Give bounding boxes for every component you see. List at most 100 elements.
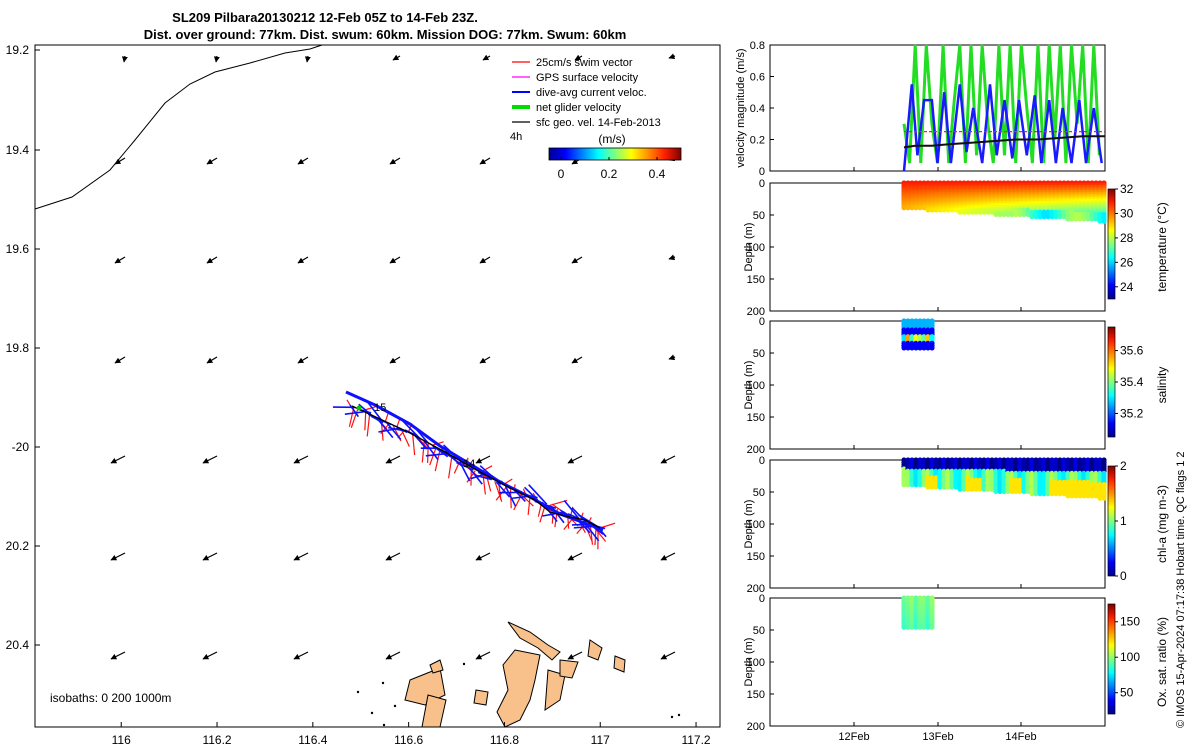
- geo-velocity-arrow: [293, 455, 309, 464]
- depth-y-tick-label: 100: [747, 242, 765, 254]
- isobaths-label: isobaths: 0 200 1000m: [50, 691, 171, 705]
- depth-datum: [981, 486, 987, 492]
- current-vector: [425, 452, 447, 457]
- velocity-y-tick-label: 0: [759, 166, 765, 178]
- geo-velocity-arrow: [392, 54, 401, 61]
- geo-velocity-arrow: [389, 356, 401, 364]
- swim-vector: [366, 414, 371, 437]
- geo-velocity-arrow: [385, 552, 401, 561]
- depth-datum: [1089, 493, 1095, 499]
- depth-colorbar-label: temperature (°C): [1155, 202, 1169, 292]
- depth-datum: [953, 484, 959, 490]
- depth-y-label: Depth (m): [743, 223, 755, 272]
- depth-datum: [969, 209, 975, 215]
- geo-velocity-arrow: [121, 55, 128, 63]
- geo-velocity-arrow: [385, 651, 401, 660]
- depth-datum: [1001, 488, 1007, 494]
- geo-velocity-arrow: [293, 552, 309, 561]
- depth-colorbar: [1107, 188, 1116, 300]
- depth-datum: [1061, 491, 1067, 497]
- map-y-tick-label: -20: [12, 440, 30, 454]
- depth-datum: [993, 211, 999, 217]
- current-vector: [528, 484, 548, 505]
- map-x-ticks: 116 116.2 116.4 116.6 116.8 117 117.2: [112, 722, 711, 747]
- swim-vector: [448, 456, 453, 479]
- depth-datum: [1029, 214, 1035, 220]
- depth-datum: [917, 345, 923, 351]
- map-content: [34, 44, 681, 728]
- depth-datum: [1025, 211, 1031, 217]
- depth-datum: [1041, 491, 1047, 497]
- depth-y-label: Depth (m): [743, 361, 755, 410]
- map-x-tick-label: 116: [112, 733, 131, 747]
- depth-datum: [1005, 488, 1011, 494]
- island: [587, 639, 603, 661]
- depth-datum: [1089, 216, 1095, 222]
- depth-colorbar-tick-label: 24: [1120, 280, 1134, 294]
- geo-velocity-arrow: [389, 157, 401, 165]
- time-x-tick-label: 12Feb: [838, 731, 869, 743]
- depth-y-tick-label: 150: [747, 412, 765, 424]
- depth-y-tick-label: 0: [759, 455, 765, 467]
- depth-datum: [1005, 211, 1011, 217]
- map-y-tick-label: 19.6: [6, 242, 30, 256]
- depth-y-tick-label: 200: [747, 583, 765, 595]
- current-vector: [470, 474, 483, 480]
- depth-datum: [909, 624, 915, 630]
- depth-datum: [921, 205, 927, 211]
- depth-datum: [977, 486, 983, 492]
- depth-y-tick-label: 200: [747, 721, 765, 733]
- geo-velocity-arrow: [202, 552, 218, 561]
- map-colorbar-ticks: 0 0.2 0.4: [558, 157, 666, 181]
- islet: [381, 681, 385, 685]
- depth-datum: [929, 207, 935, 213]
- depth-datum: [1081, 216, 1087, 222]
- depth-panel-3: 0 50 100 150 200 Depth (m) 2 1 0 chl-a (mg m-3): [743, 455, 1169, 595]
- glider-start-marker: [356, 405, 362, 411]
- velocity-y-tick-label: 0.4: [750, 103, 765, 115]
- geo-velocity-arrow: [389, 256, 401, 264]
- depth-datum: [1061, 214, 1067, 220]
- islet: [370, 711, 374, 715]
- depth-datum: [969, 486, 975, 492]
- map-x-tick-label: 117: [591, 733, 610, 747]
- depth-colorbar-tick-label: 35.4: [1120, 375, 1144, 389]
- geo-velocity-arrow: [114, 356, 126, 364]
- current-vector: [456, 461, 474, 471]
- depth-datum: [913, 482, 919, 488]
- depth-datum: [921, 345, 927, 351]
- isobath-line: [34, 44, 323, 210]
- velocity-y-tick-label: 0.8: [750, 40, 765, 52]
- depth-colorbar-tick-label: 35.6: [1120, 344, 1144, 358]
- swim-vector: [421, 440, 425, 463]
- depth-datum: [1069, 493, 1075, 499]
- map-panel: 116 116.2 116.4 116.6 116.8 117 117.2 19.2 19.4…: [6, 43, 721, 747]
- geo-velocity-arrow: [660, 455, 676, 464]
- geo-velocity-arrow: [571, 356, 583, 364]
- depth-datum: [913, 345, 919, 351]
- depth-colorbar: [1107, 326, 1116, 438]
- velocity-series-line: [903, 135, 1105, 149]
- depth-y-tick-label: 200: [747, 444, 765, 456]
- map-colorbar-bar: [548, 147, 682, 161]
- depth-datum: [949, 207, 955, 213]
- islet: [382, 723, 386, 727]
- depth-datum: [1069, 216, 1075, 222]
- depth-datum: [1033, 491, 1039, 497]
- swim-vector: [434, 449, 441, 472]
- geo-velocity-arrow: [297, 356, 309, 364]
- depth-datum: [929, 484, 935, 490]
- depth-datum: [1009, 488, 1015, 494]
- depth-datum: [909, 345, 915, 351]
- swim-vector: [517, 491, 534, 507]
- depth-datum: [1085, 493, 1091, 499]
- depth-datum: [989, 486, 995, 492]
- legend-entry: GPS surface velocity: [536, 72, 639, 84]
- geo-velocity-arrow: [475, 651, 491, 660]
- depth-datum: [949, 484, 955, 490]
- geo-velocity-arrow: [206, 356, 218, 364]
- depth-panel-2: 0 50 100 150 200 Depth (m) 35.6 35.4 35.2 salinit…: [743, 316, 1169, 456]
- map-y-tick-label: 19.8: [6, 341, 30, 355]
- velocity-y-tick-label: 0.2: [750, 135, 765, 147]
